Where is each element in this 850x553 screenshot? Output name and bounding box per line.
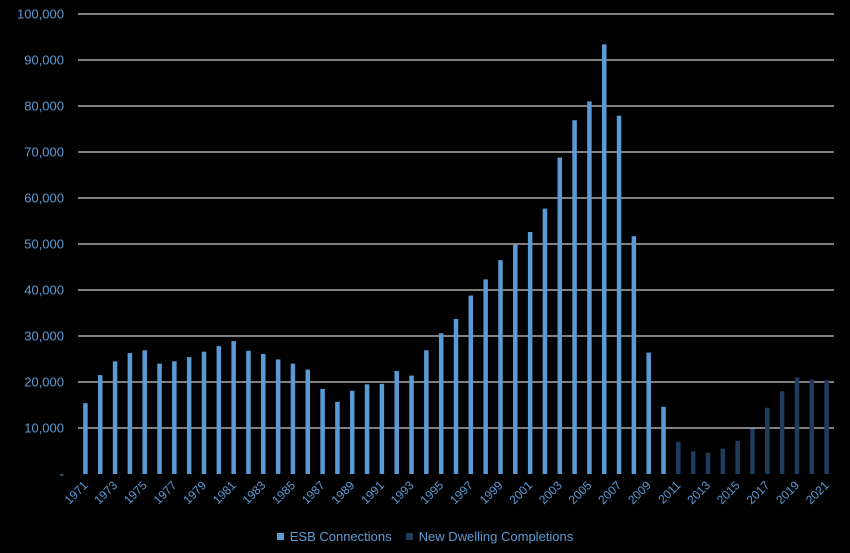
y-tick-label: 40,000 xyxy=(24,283,64,298)
bar-esb-connections xyxy=(572,120,577,474)
bar-esb-connections xyxy=(468,295,474,474)
bar-esb-connections xyxy=(394,370,399,474)
x-tick-label: 2003 xyxy=(536,478,565,507)
x-tick-label: 1999 xyxy=(477,478,506,507)
bar-new-dwelling-completions xyxy=(690,451,696,474)
x-tick-label: 1979 xyxy=(180,478,209,507)
bar-esb-connections xyxy=(438,333,444,474)
y-tick-label: 100,000 xyxy=(17,7,64,22)
x-tick-label: 1987 xyxy=(299,478,328,507)
bar-esb-connections xyxy=(498,260,503,474)
y-tick-label: - xyxy=(60,467,64,482)
x-tick-label: 2005 xyxy=(566,478,595,507)
legend: ESB Connections New Dwelling Completions xyxy=(0,527,850,545)
x-tick-label: 2007 xyxy=(595,478,624,507)
bar-esb-connections xyxy=(364,384,370,474)
bar-new-dwelling-completions xyxy=(720,448,726,474)
bar-esb-connections xyxy=(379,383,385,474)
y-tick-label: 80,000 xyxy=(24,99,64,114)
x-tick-label: 2021 xyxy=(803,478,832,507)
x-tick-label: 2011 xyxy=(655,478,683,506)
bar-esb-connections xyxy=(409,375,414,474)
bar-esb-connections xyxy=(320,388,325,474)
bar-esb-connections xyxy=(246,350,251,474)
bar-esb-connections xyxy=(513,244,518,474)
bar-esb-connections xyxy=(186,357,192,474)
bar-esb-connections xyxy=(172,361,177,474)
x-tick-label: 1989 xyxy=(329,478,358,507)
y-tick-label: 30,000 xyxy=(24,329,64,344)
bar-new-dwelling-completions xyxy=(779,391,785,474)
bar-esb-connections xyxy=(601,44,607,475)
bar-esb-connections xyxy=(661,406,666,474)
bar-new-dwelling-completions xyxy=(765,407,770,474)
x-tick-label: 1997 xyxy=(447,478,476,507)
x-tick-label: 2019 xyxy=(773,478,802,507)
y-tick-label: 60,000 xyxy=(24,191,64,206)
x-tick-label: 1981 xyxy=(210,478,239,507)
x-tick-label: 1993 xyxy=(388,478,417,507)
bars xyxy=(83,44,829,475)
x-tick-label: 1991 xyxy=(358,478,387,507)
x-tick-label: 1977 xyxy=(151,478,180,507)
x-tick-label: 1973 xyxy=(91,478,120,507)
legend-item-esb-connections: ESB Connections xyxy=(276,527,392,545)
y-tick-label: 70,000 xyxy=(24,145,64,160)
bar-new-dwelling-completions xyxy=(824,380,829,474)
bar-esb-connections xyxy=(335,401,340,474)
bar-new-dwelling-completions xyxy=(809,379,815,474)
legend-swatch-esb xyxy=(276,532,284,540)
x-axis-ticks: 1971 1973 1975 1977 1979 1981 1983 1985 1987 1989… xyxy=(62,478,832,507)
bar-esb-connections xyxy=(557,157,563,474)
x-tick-label: 2001 xyxy=(506,478,535,507)
legend-swatch-dwelling xyxy=(405,532,413,540)
legend-label-dwelling: New Dwelling Completions xyxy=(418,528,574,544)
x-tick-label: 1971 xyxy=(62,478,91,507)
y-tick-label: 10,000 xyxy=(24,421,64,436)
x-tick-label: 2009 xyxy=(625,478,654,507)
bar-esb-connections xyxy=(261,353,266,474)
bar-esb-connections xyxy=(631,236,637,474)
y-tick-label: 50,000 xyxy=(24,237,64,252)
bar-esb-connections xyxy=(275,359,281,474)
bar-esb-connections xyxy=(83,403,88,474)
bar-esb-connections xyxy=(216,346,222,474)
x-tick-label: 1975 xyxy=(121,478,150,507)
bar-esb-connections xyxy=(97,375,103,474)
bar-esb-connections xyxy=(587,101,592,475)
bar-esb-connections xyxy=(142,350,147,474)
x-tick-label: 2017 xyxy=(744,478,773,507)
y-tick-label: 90,000 xyxy=(24,53,64,68)
x-tick-label: 1983 xyxy=(240,478,269,507)
bar-esb-connections xyxy=(127,353,133,474)
bar-new-dwelling-completions xyxy=(705,452,711,474)
legend-item-new-dwelling: New Dwelling Completions xyxy=(405,527,574,545)
bar-new-dwelling-completions xyxy=(735,440,740,474)
bar-new-dwelling-completions xyxy=(750,428,755,474)
bar-esb-connections xyxy=(453,318,459,474)
bar-esb-connections xyxy=(483,279,488,474)
x-tick-label: 2015 xyxy=(714,478,743,507)
bar-esb-connections xyxy=(616,115,622,474)
x-tick-label: 1985 xyxy=(269,478,298,507)
bar-esb-connections xyxy=(305,369,311,474)
y-axis-ticks: - 10,000 20,000 30,000 40,000 50,000 60,000 70,… xyxy=(17,7,64,482)
bar-esb-connections xyxy=(646,352,651,474)
legend-label-esb: ESB Connections xyxy=(289,528,392,544)
bar-esb-connections xyxy=(112,361,118,474)
y-tick-label: 20,000 xyxy=(24,375,64,390)
bar-esb-connections xyxy=(527,232,533,474)
bar-esb-connections xyxy=(349,390,355,474)
bar-esb-connections xyxy=(424,350,429,474)
x-tick-label: 1995 xyxy=(418,478,447,507)
bar-esb-connections xyxy=(157,363,162,474)
bar-esb-connections xyxy=(290,363,296,474)
bar-new-dwelling-completions xyxy=(794,377,800,474)
bar-new-dwelling-completions xyxy=(676,441,681,474)
bar-esb-connections xyxy=(542,208,548,474)
bar-esb-connections xyxy=(201,351,207,474)
bar-esb-connections xyxy=(231,341,236,474)
x-tick-label: 2013 xyxy=(684,478,713,507)
